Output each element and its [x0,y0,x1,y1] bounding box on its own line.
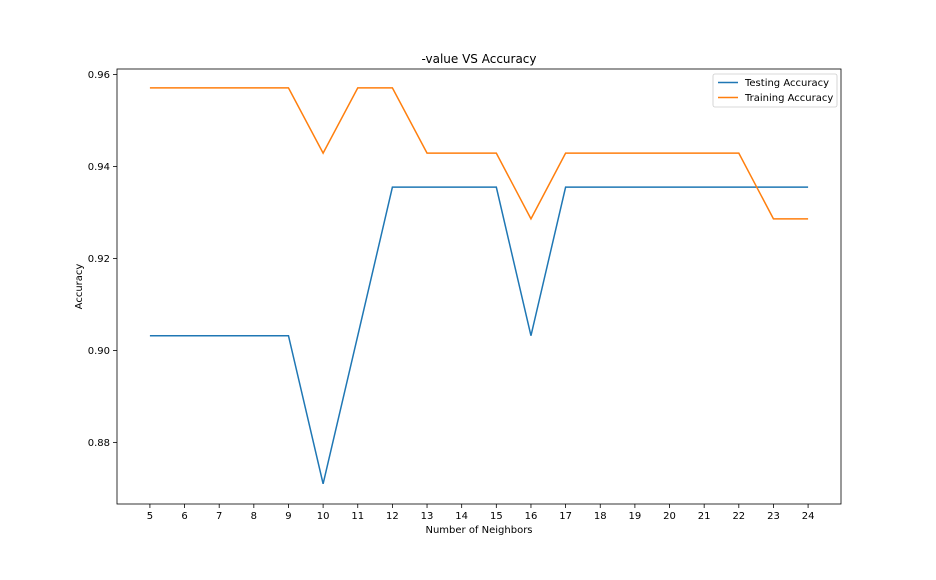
chart-title: -value VS Accuracy [421,52,536,66]
series-line-1 [149,87,809,221]
x-tick-label: 10 [317,511,330,522]
x-tick-label: 21 [698,511,711,522]
y-tick-label: 0.96 [88,70,110,81]
x-tick-label: 14 [455,511,468,522]
x-tick-label: 15 [490,511,503,522]
x-tick-label: 6 [181,511,187,522]
x-tick-label: 13 [421,511,434,522]
x-axis-label: Number of Neighbors [425,525,532,536]
x-tick-label: 9 [285,511,291,522]
x-tick-label: 5 [147,511,153,522]
y-axis: 0.88 0.90 0.92 0.94 0.96 [88,70,117,449]
y-tick-label: 0.92 [88,254,110,265]
x-tick-label: 18 [594,511,607,522]
y-tick-label: 0.88 [88,438,110,449]
x-tick-label: 24 [802,511,815,522]
x-tick-label: 12 [386,511,399,522]
legend: Testing Accuracy Training Accuracy [712,73,838,108]
x-tick-label: 19 [629,511,642,522]
x-tick-label: 17 [559,511,572,522]
x-tick-label: 11 [351,511,364,522]
series-layer [149,87,809,484]
plot-area-frame [116,68,842,505]
legend-label-training: Training Accuracy [744,93,833,104]
legend-label-testing: Testing Accuracy [744,78,829,89]
x-tick-label: 16 [525,511,538,522]
y-tick-label: 0.90 [88,346,110,357]
x-tick-label: 8 [251,511,257,522]
x-tick-label: 23 [767,511,780,522]
x-tick-label: 20 [663,511,676,522]
legend-box [712,73,838,108]
x-axis: 5 6 7 8 9 10 11 12 13 14 15 16 17 18 19 20 21 22 23 24 [147,504,815,522]
y-tick-label: 0.94 [88,162,110,173]
series-line-0 [149,186,809,484]
y-axis-label: Accuracy [74,264,85,310]
x-tick-label: 7 [216,511,222,522]
x-tick-label: 22 [732,511,745,522]
